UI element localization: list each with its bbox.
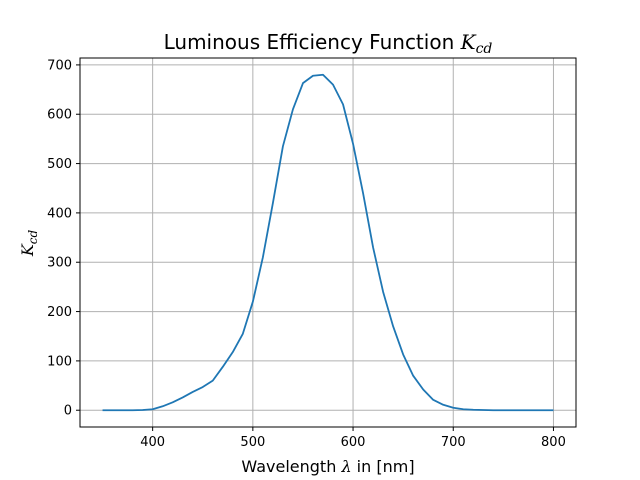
tick-layer: 400 500 600 700 800 0 100 200 300 400 500 600 700: [47, 58, 566, 450]
chart-title-symbol-sub: cd: [476, 41, 493, 57]
x-tick-label: 800: [541, 435, 566, 450]
y-tick-label: 0: [64, 404, 72, 419]
y-axis-label-symbol-sub: cd: [26, 230, 40, 245]
curve-layer: [102, 73, 554, 412]
y-tick-label: 400: [47, 206, 72, 221]
y-axis-label: Kcd: [18, 230, 40, 258]
x-axis-label-symbol: λ: [340, 457, 351, 476]
grid-layer: [80, 58, 576, 427]
chart-title: Luminous Efficiency Function Kcd: [164, 30, 493, 57]
x-tick-label: 400: [140, 435, 165, 450]
y-tick-label: 600: [47, 108, 72, 123]
y-axis-label-symbol: K: [18, 243, 37, 257]
y-tick-label: 200: [47, 305, 72, 320]
plot-frame: [79, 57, 577, 428]
y-tick-label: 300: [47, 256, 72, 271]
x-tick-label: 700: [441, 435, 466, 450]
x-axis-label: Wavelength λ in [nm]: [241, 457, 414, 476]
x-tick-label: 600: [341, 435, 366, 450]
chart-title-symbol: K: [460, 30, 477, 54]
y-tick-label: 700: [47, 58, 72, 73]
x-axis-label-suffix: in [nm]: [357, 457, 415, 476]
y-tick-label: 500: [47, 157, 72, 172]
y-tick-label: 100: [47, 354, 72, 369]
chart-title-text: Luminous Efficiency Function: [164, 30, 455, 54]
x-tick-label: 500: [240, 435, 265, 450]
series-line: [102, 73, 554, 412]
x-axis-label-text: Wavelength: [241, 457, 336, 476]
